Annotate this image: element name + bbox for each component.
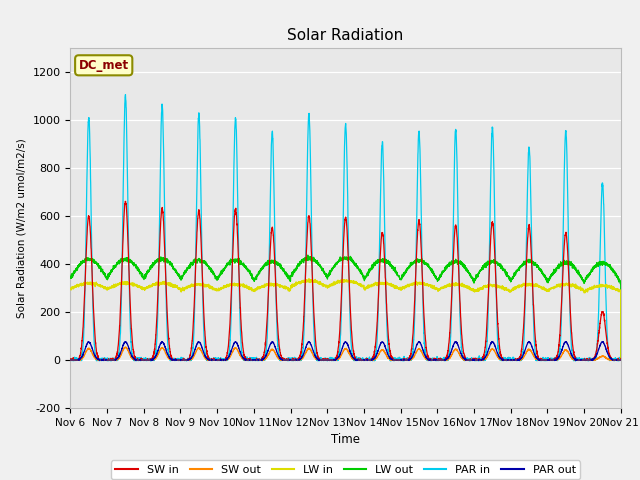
Legend: SW in, SW out, LW in, LW out, PAR in, PAR out: SW in, SW out, LW in, LW out, PAR in, PA…: [111, 460, 580, 479]
Text: DC_met: DC_met: [79, 59, 129, 72]
Y-axis label: Solar Radiation (W/m2 umol/m2/s): Solar Radiation (W/m2 umol/m2/s): [17, 138, 27, 318]
Title: Solar Radiation: Solar Radiation: [287, 28, 404, 43]
X-axis label: Time: Time: [331, 433, 360, 446]
